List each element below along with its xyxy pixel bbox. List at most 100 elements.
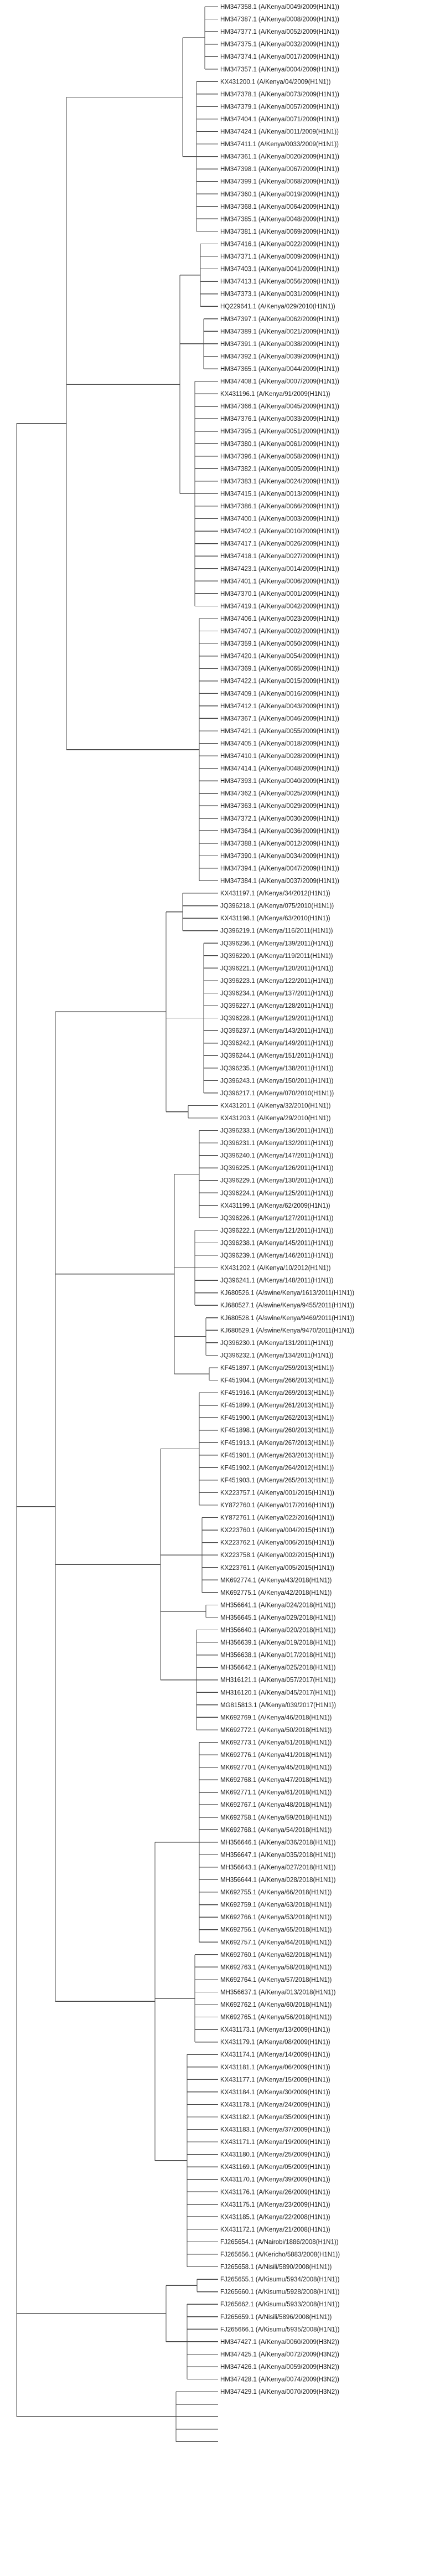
leaf-label: JQ396229.1 (A/Kenya/130/2011(H1N1))	[220, 1178, 334, 1184]
leaf-label: KF451913.1 (A/Kenya/267/2013(H1N1))	[220, 1440, 334, 1446]
leaf-label: MH356646.1 (A/Kenya/036/2018(H1N1))	[220, 1840, 336, 1846]
leaf-label: MK692769.1 (A/Kenya/46/2018(H1N1))	[220, 1714, 332, 1721]
leaf-label: HM347357.1 (A/Kenya/0004/2009(H1N1))	[220, 66, 339, 73]
leaf-label: HM347374.1 (A/Kenya/0017/2009(H1N1))	[220, 54, 339, 60]
leaf-label: HM347363.1 (A/Kenya/0029/2009(H1N1))	[220, 803, 339, 810]
leaf-label: KX223758.1 (A/Kenya/002/2015(H1N1))	[220, 1552, 334, 1559]
leaf-label: HM347409.1 (A/Kenya/0016/2009(H1N1))	[220, 691, 339, 697]
leaf-label: JQ396232.1 (A/Kenya/134/2011(H1N1))	[220, 1352, 334, 1359]
leaf-label: HM347365.1 (A/Kenya/0044/2009(H1N1))	[220, 366, 339, 373]
leaf-label: MK692768.1 (A/Kenya/54/2018(H1N1))	[220, 1827, 332, 1833]
leaf-label: MK692760.1 (A/Kenya/62/2018(H1N1))	[220, 1952, 332, 1959]
leaf-label: KX431196.1 (A/Kenya/91/2009(H1N1))	[220, 391, 330, 398]
leaf-label: KF451898.1 (A/Kenya/260/2013(H1N1))	[220, 1428, 334, 1434]
leaf-label: HM347401.1 (A/Kenya/0006/2009(H1N1))	[220, 578, 339, 585]
leaf-label: HM347373.1 (A/Kenya/0031/2009(H1N1))	[220, 291, 339, 298]
leaf-label: KF451897.1 (A/Kenya/259/2013(H1N1))	[220, 1365, 334, 1372]
leaf-label: MG815813.1 (A/Kenya/039/2017(H1N1))	[220, 1702, 336, 1709]
leaf-label: KX223760.1 (A/Kenya/004/2015(H1N1))	[220, 1527, 334, 1534]
leaf-label: KX431199.1 (A/Kenya/62/2009(H1N1))	[220, 1203, 330, 1209]
leaf-label: KF451916.1 (A/Kenya/269/2013(H1N1))	[220, 1390, 334, 1397]
leaf-label: HM347364.1 (A/Kenya/0036/2009(H1N1))	[220, 828, 339, 834]
leaf-label: KX431197.1 (A/Kenya/34/2012(H1N1))	[220, 890, 330, 897]
leaf-label: MK692756.1 (A/Kenya/65/2018(H1N1))	[220, 1927, 332, 1934]
leaf-label: HM347394.1 (A/Kenya/0047/2009(H1N1))	[220, 865, 339, 872]
leaf-label: KX431181.1 (A/Kenya/06/2009(H1N1))	[220, 2064, 330, 2071]
leaf-label: FJ265655.1 (A/Kisumu/5934/2008(H1N1))	[220, 2276, 340, 2283]
leaf-label: HM347361.1 (A/Kenya/0020/2009(H1N1))	[220, 154, 339, 161]
leaf-label: MK692759.1 (A/Kenya/63/2018(H1N1))	[220, 1902, 332, 1909]
leaf-label: MK692770.1 (A/Kenya/45/2018(H1N1))	[220, 1765, 332, 1771]
leaf-label: FJ265659.1 (A/Nisili/5896/2008(H1N1))	[220, 2314, 332, 2321]
leaf-label: MK692757.1 (A/Kenya/64/2018(H1N1))	[220, 1939, 332, 1946]
leaf-label: MH356643.1 (A/Kenya/027/2018(H1N1))	[220, 1864, 336, 1871]
leaf-label: JQ396231.1 (A/Kenya/132/2011(H1N1))	[220, 1140, 334, 1147]
leaf-label: HM347419.1 (A/Kenya/0042/2009(H1N1))	[220, 603, 339, 610]
leaf-label: HQ229641.1 (A/Kenya/029/2010(H1N1))	[220, 303, 335, 310]
leaf-label: HM347425.1 (A/Kenya/0072/2009(H3N2))	[220, 2351, 339, 2358]
leaf-label: HM347405.1 (A/Kenya/0018/2009(H1N1))	[220, 740, 339, 747]
leaf-label: KX431184.1 (A/Kenya/30/2009(H1N1))	[220, 2089, 330, 2096]
leaf-label: HM347407.1 (A/Kenya/0002/2009(H1N1))	[220, 628, 339, 635]
leaf-label: JQ396243.1 (A/Kenya/150/2011(H1N1))	[220, 1078, 334, 1084]
leaf-label: HM347406.1 (A/Kenya/0023/2009(H1N1))	[220, 616, 339, 622]
leaf-label: JQ396238.1 (A/Kenya/145/2011(H1N1))	[220, 1240, 334, 1246]
leaf-label: HM347372.1 (A/Kenya/0030/2009(H1N1))	[220, 816, 339, 822]
leaf-label: JQ396241.1 (A/Kenya/148/2011(H1N1))	[220, 1277, 334, 1284]
leaf-label: KY872760.1 (A/Kenya/017/2016(H1N1))	[220, 1502, 334, 1509]
leaf-label: JQ396234.1 (A/Kenya/137/2011(H1N1))	[220, 990, 334, 997]
leaf-label: KX431173.1 (A/Kenya/13/2009(H1N1))	[220, 2027, 330, 2033]
leaf-label: HM347358.1 (A/Kenya/0049/2009(H1N1))	[220, 4, 339, 11]
leaf-label: HM347404.1 (A/Kenya/0071/2009(H1N1))	[220, 116, 339, 123]
leaf-label: MK692762.1 (A/Kenya/60/2018(H1N1))	[220, 2002, 332, 2008]
leaf-label: KF451903.1 (A/Kenya/265/2013(H1N1))	[220, 1477, 334, 1484]
leaf-label: KJ680528.1 (A/swine/Kenya/9469/2011(H1N1…	[220, 1315, 354, 1322]
leaf-label: MH356644.1 (A/Kenya/028/2018(H1N1))	[220, 1877, 336, 1884]
leaf-label: FJ265658.1 (A/Nisili/5890/2008(H1N1))	[220, 2264, 332, 2271]
leaf-label: JQ396225.1 (A/Kenya/126/2011(H1N1))	[220, 1165, 334, 1172]
leaf-label: MK692766.1 (A/Kenya/53/2018(H1N1))	[220, 1914, 332, 1921]
leaf-label: HM347377.1 (A/Kenya/0052/2009(H1N1))	[220, 29, 339, 35]
leaf-label: KX431178.1 (A/Kenya/24/2009(H1N1))	[220, 2101, 330, 2108]
leaf-label: KF451902.1 (A/Kenya/264/2012(H1N1))	[220, 1465, 334, 1471]
leaf-label: MK692776.1 (A/Kenya/41/2018(H1N1))	[220, 1752, 332, 1759]
leaf-label: HM347378.1 (A/Kenya/0073/2009(H1N1))	[220, 91, 339, 98]
leaf-label: JQ396217.1 (A/Kenya/070/2010(H1N1))	[220, 1090, 334, 1097]
leaf-label: HM347423.1 (A/Kenya/0014/2009(H1N1))	[220, 566, 339, 573]
leaf-label: KF451900.1 (A/Kenya/262/2013(H1N1))	[220, 1415, 334, 1421]
leaf-label: HM347403.1 (A/Kenya/0041/2009(H1N1))	[220, 266, 339, 273]
leaf-label: KJ680526.1 (A/swine/Kenya/1613/2011(H1N1…	[220, 1290, 354, 1297]
leaf-label: JQ396235.1 (A/Kenya/138/2011(H1N1))	[220, 1065, 334, 1072]
leaf-label: HM347370.1 (A/Kenya/0001/2009(H1N1))	[220, 591, 339, 597]
leaf-label: KX431174.1 (A/Kenya/14/2009(H1N1))	[220, 2052, 330, 2058]
leaf-label: MK692768.1 (A/Kenya/47/2018(H1N1))	[220, 1777, 332, 1784]
leaf-label: HM347392.1 (A/Kenya/0039/2009(H1N1))	[220, 353, 339, 360]
leaf-label: FJ265660.1 (A/Kisumu/5928/2008(H1N1))	[220, 2289, 340, 2296]
leaf-label: HM347417.1 (A/Kenya/0026/2009(H1N1))	[220, 541, 339, 548]
leaf-label: MK692772.1 (A/Kenya/50/2018(H1N1))	[220, 1727, 332, 1734]
leaf-label: MH316121.1 (A/Kenya/057/2017(H1N1))	[220, 1677, 336, 1684]
leaf-label: MK692774.1 (A/Kenya/43/2018(H1N1))	[220, 1577, 332, 1584]
leaf-label: HM347367.1 (A/Kenya/0046/2009(H1N1))	[220, 715, 339, 722]
leaf-label: FJ265666.1 (A/Kisumu/5935/2008(H1N1))	[220, 2326, 340, 2333]
leaf-label: HM347366.1 (A/Kenya/0045/2009(H1N1))	[220, 404, 339, 410]
leaf-label: KX431202.1 (A/Kenya/10/2012(H1N1))	[220, 1265, 331, 1272]
leaf-label: KX431198.1 (A/Kenya/63/2010(H1N1))	[220, 915, 330, 922]
leaf-label: HM347429.1 (A/Kenya/0070/2009(H3N2))	[220, 2389, 339, 2395]
leaf-label: MK692755.1 (A/Kenya/66/2018(H1N1))	[220, 1889, 332, 1896]
leaf-label: KF451901.1 (A/Kenya/263/2013(H1N1))	[220, 1452, 334, 1459]
leaf-label: MK692773.1 (A/Kenya/51/2018(H1N1))	[220, 1739, 332, 1746]
leaf-label: HM347422.1 (A/Kenya/0015/2009(H1N1))	[220, 678, 339, 685]
leaf-label: KJ680527.1 (A/swine/Kenya/9455/2011(H1N1…	[220, 1302, 354, 1309]
leaf-label: JQ396223.1 (A/Kenya/122/2011(H1N1))	[220, 978, 334, 985]
leaf-label: MH356645.1 (A/Kenya/029/2018(H1N1))	[220, 1615, 336, 1621]
leaf-label: MK692767.1 (A/Kenya/48/2018(H1N1))	[220, 1802, 332, 1809]
leaf-label: FJ265654.1 (A/Nairobi/1886/2008(H1N1))	[220, 2239, 339, 2245]
leaf-label: KX431177.1 (A/Kenya/15/2009(H1N1))	[220, 2077, 330, 2083]
leaf-label: JQ396240.1 (A/Kenya/147/2011(H1N1))	[220, 1153, 334, 1160]
leaf-label: MK692764.1 (A/Kenya/57/2018(H1N1))	[220, 1977, 332, 1983]
leaf-label: HM347398.1 (A/Kenya/0067/2009(H1N1))	[220, 166, 339, 173]
leaf-label: HM347371.1 (A/Kenya/0009/2009(H1N1))	[220, 254, 339, 260]
leaf-label: MK692775.1 (A/Kenya/42/2018(H1N1))	[220, 1590, 332, 1596]
